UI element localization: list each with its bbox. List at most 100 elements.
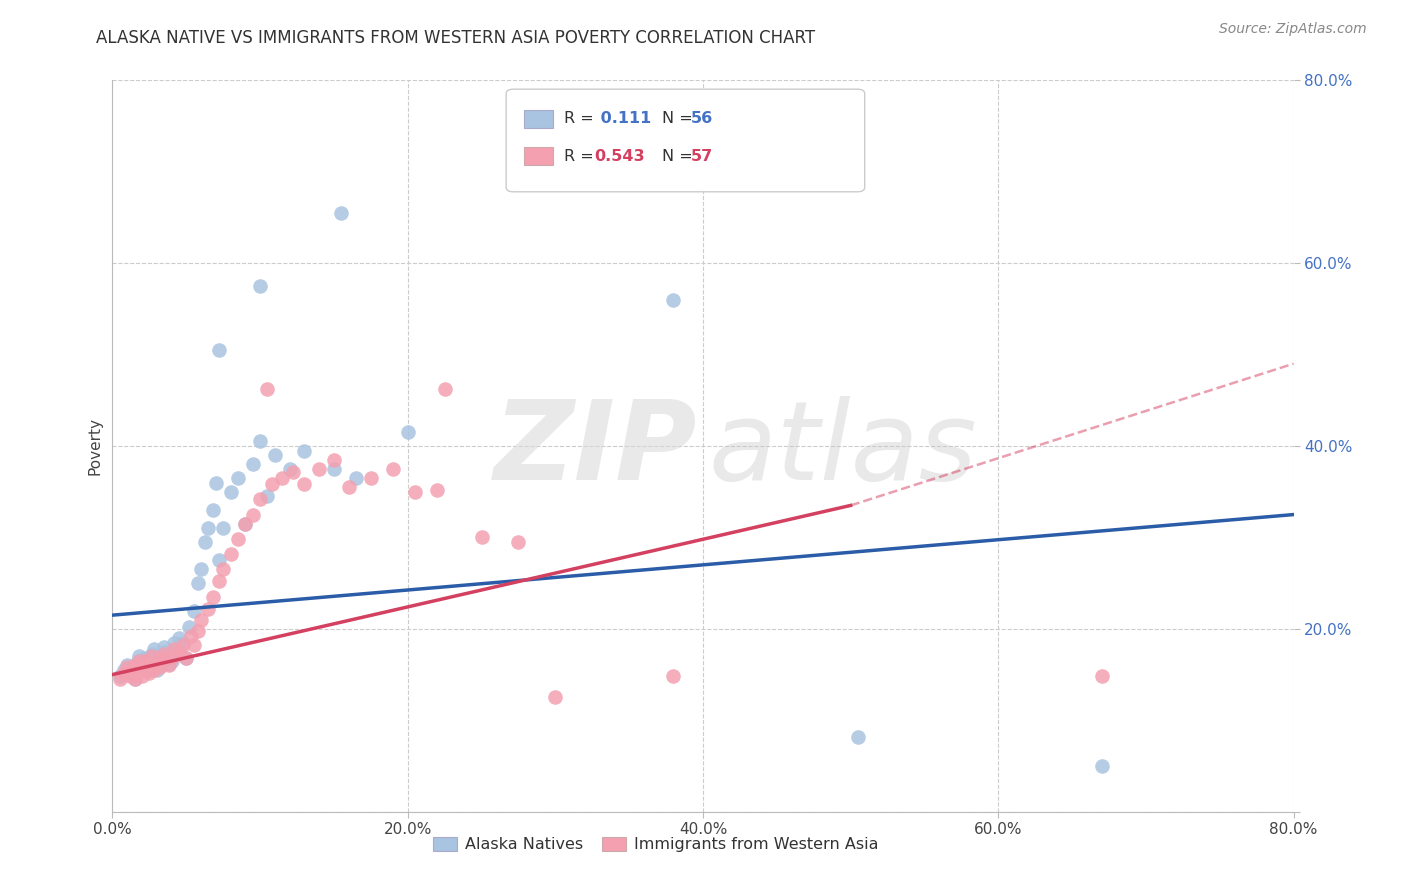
Point xyxy=(138,663,160,677)
Point xyxy=(264,448,287,462)
Text: Poverty: Poverty xyxy=(87,417,103,475)
Point xyxy=(138,654,160,668)
Text: 57: 57 xyxy=(690,149,713,163)
Point xyxy=(120,669,142,683)
Point xyxy=(183,603,205,617)
Point xyxy=(212,521,235,535)
Point xyxy=(120,665,142,680)
Point xyxy=(256,382,278,396)
Point xyxy=(396,425,419,440)
Text: 56: 56 xyxy=(690,112,713,126)
Point xyxy=(330,206,353,220)
Point xyxy=(278,462,301,476)
Point xyxy=(112,663,135,677)
Point xyxy=(172,638,194,652)
Point xyxy=(146,663,169,677)
Text: N =: N = xyxy=(662,149,699,163)
Point xyxy=(121,663,143,677)
Point xyxy=(846,730,869,744)
Point xyxy=(1091,759,1114,773)
Point xyxy=(112,665,135,680)
Point xyxy=(219,547,242,561)
Point xyxy=(226,471,249,485)
Point xyxy=(201,590,224,604)
Point xyxy=(146,657,169,671)
Point xyxy=(208,343,231,357)
Point xyxy=(281,465,304,479)
Point xyxy=(433,382,456,396)
Point xyxy=(141,648,163,662)
Point xyxy=(134,657,156,671)
Point xyxy=(233,516,256,531)
Point xyxy=(662,293,685,307)
Text: Source: ZipAtlas.com: Source: ZipAtlas.com xyxy=(1219,22,1367,37)
Point xyxy=(249,491,271,506)
Point xyxy=(138,665,160,680)
Text: atlas: atlas xyxy=(709,396,977,503)
Point xyxy=(544,690,567,705)
Point xyxy=(219,484,242,499)
Point xyxy=(172,635,194,649)
Point xyxy=(127,654,149,668)
Point xyxy=(153,645,176,659)
Point xyxy=(242,508,264,522)
Text: N =: N = xyxy=(662,112,699,126)
Point xyxy=(260,477,283,491)
Point xyxy=(163,635,186,649)
Point xyxy=(1091,669,1114,683)
Point xyxy=(292,477,315,491)
Point xyxy=(256,489,278,503)
Point xyxy=(117,660,138,674)
Point xyxy=(208,553,231,567)
Point xyxy=(308,462,330,476)
Point xyxy=(160,654,183,668)
Point xyxy=(183,638,205,652)
Point xyxy=(150,651,173,665)
Point xyxy=(141,649,163,664)
Point xyxy=(212,562,235,576)
Point xyxy=(108,672,131,686)
Point xyxy=(249,279,271,293)
Text: 0.543: 0.543 xyxy=(595,149,645,163)
Point xyxy=(142,663,165,677)
Legend: Alaska Natives, Immigrants from Western Asia: Alaska Natives, Immigrants from Western … xyxy=(426,830,884,859)
Point xyxy=(187,576,209,591)
Point xyxy=(163,642,186,657)
Text: R =: R = xyxy=(564,112,599,126)
Point xyxy=(128,649,150,664)
Point xyxy=(197,601,219,615)
Point xyxy=(190,562,212,576)
Point xyxy=(249,434,271,449)
Point xyxy=(508,535,530,549)
Point xyxy=(127,665,149,680)
Point xyxy=(344,471,367,485)
Point xyxy=(157,657,180,671)
Point xyxy=(233,516,256,531)
Point xyxy=(153,648,176,662)
Point xyxy=(150,651,173,665)
Point xyxy=(190,613,212,627)
Point xyxy=(226,533,249,547)
Point xyxy=(194,535,217,549)
Point xyxy=(108,669,131,683)
Text: ZIP: ZIP xyxy=(494,396,697,503)
Point xyxy=(426,483,449,497)
Point xyxy=(134,651,156,665)
Point xyxy=(323,462,346,476)
Point xyxy=(323,452,346,467)
Point xyxy=(242,457,264,471)
Point xyxy=(167,645,190,659)
Point xyxy=(131,660,153,674)
Point xyxy=(292,443,315,458)
Point xyxy=(662,669,685,683)
Point xyxy=(470,530,494,544)
Point xyxy=(142,642,165,657)
Point xyxy=(179,620,201,634)
Text: ALASKA NATIVE VS IMMIGRANTS FROM WESTERN ASIA POVERTY CORRELATION CHART: ALASKA NATIVE VS IMMIGRANTS FROM WESTERN… xyxy=(96,29,814,46)
Point xyxy=(149,658,172,673)
Point xyxy=(201,503,224,517)
Point xyxy=(124,660,146,674)
Point xyxy=(360,471,382,485)
Point xyxy=(153,640,176,655)
Point xyxy=(404,484,426,499)
